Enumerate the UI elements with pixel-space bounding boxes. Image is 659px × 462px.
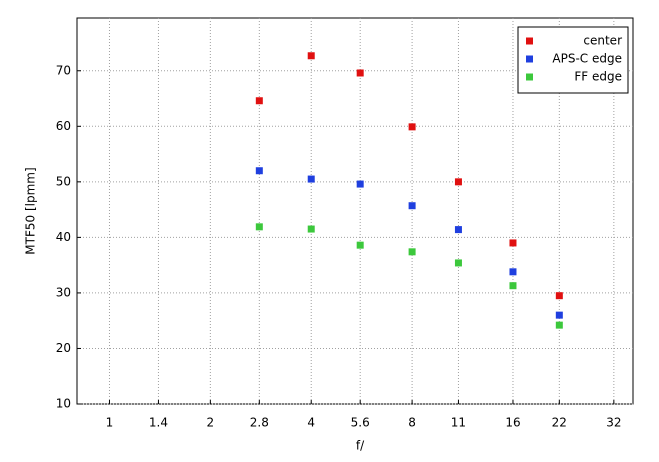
- point: [555, 311, 563, 319]
- x-tick-label: 8: [408, 416, 416, 430]
- x-axis-label: f/: [356, 439, 365, 453]
- x-tick-label: 16: [505, 416, 520, 430]
- x-tick-label: 4: [307, 416, 315, 430]
- legend-label: FF edge: [574, 70, 622, 84]
- x-tick-label: 1.4: [149, 416, 168, 430]
- point: [509, 268, 517, 276]
- point: [307, 175, 315, 183]
- x-tick-label: 1: [106, 416, 114, 430]
- point: [356, 241, 364, 249]
- x-tick-label: 32: [606, 416, 621, 430]
- point: [356, 69, 364, 77]
- point: [255, 167, 263, 175]
- y-tick-label: 20: [56, 341, 71, 355]
- y-tick-label: 10: [56, 397, 71, 411]
- plot-frame: [76, 17, 634, 405]
- x-tick-label: 22: [552, 416, 567, 430]
- point: [454, 226, 462, 234]
- legend-swatch: [526, 55, 533, 63]
- point: [307, 225, 315, 233]
- point: [356, 180, 364, 188]
- legend-box: [517, 26, 629, 94]
- point: [454, 259, 462, 267]
- x-tick-label: 5.6: [351, 416, 370, 430]
- point: [555, 292, 563, 300]
- point: [255, 223, 263, 231]
- point: [408, 248, 416, 256]
- x-tick-label: 2: [207, 416, 215, 430]
- legend-label: center: [583, 34, 622, 48]
- y-tick-label: 30: [56, 285, 71, 299]
- point: [307, 52, 315, 60]
- y-tick-label: 60: [56, 119, 71, 133]
- point: [408, 202, 416, 210]
- point: [555, 321, 563, 329]
- x-tick-label: 11: [451, 416, 466, 430]
- legend-swatch: [526, 37, 533, 45]
- point: [408, 123, 416, 131]
- y-tick-label: 50: [56, 174, 71, 188]
- x-tick-label: 2.8: [250, 416, 269, 430]
- legend-label: APS-C edge: [552, 52, 622, 66]
- point: [509, 239, 517, 247]
- legend-swatch: [526, 73, 533, 81]
- point: [255, 97, 263, 105]
- y-axis-label: MTF50 [lpmm]: [24, 167, 38, 254]
- point: [454, 178, 462, 186]
- y-tick-label: 40: [56, 230, 71, 244]
- y-tick-label: 70: [56, 63, 71, 77]
- point: [509, 282, 517, 290]
